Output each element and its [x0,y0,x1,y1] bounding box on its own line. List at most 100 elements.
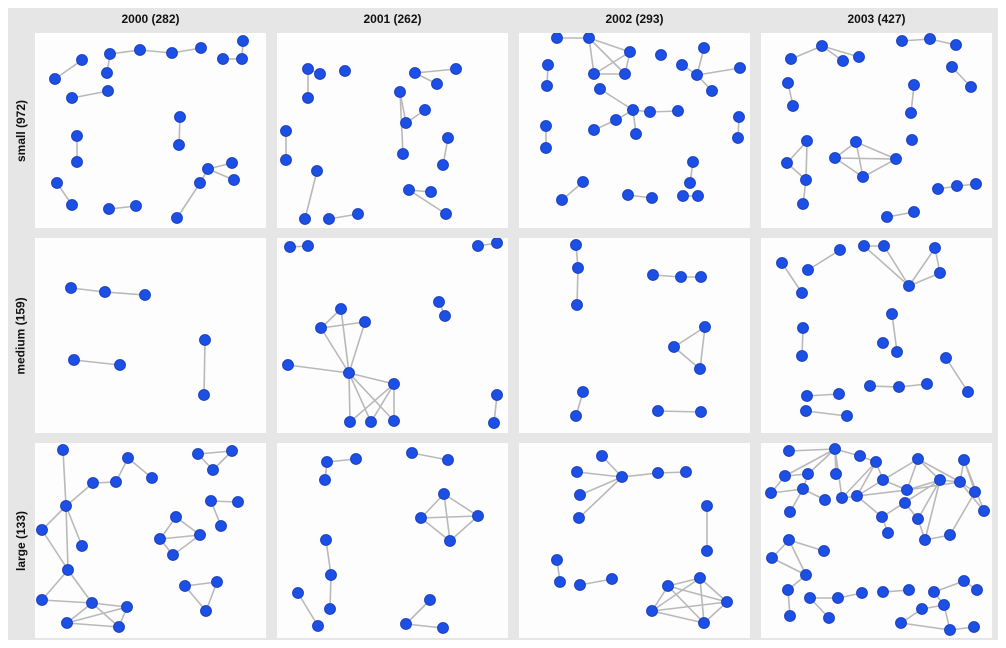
graph-node[interactable] [878,240,890,252]
graph-node[interactable] [782,77,794,89]
graph-node[interactable] [170,511,182,523]
graph-node[interactable] [646,192,658,204]
graph-node[interactable] [574,489,586,501]
graph-node[interactable] [912,453,924,465]
graph-node[interactable] [616,471,628,483]
graph-node[interactable] [946,61,958,73]
graph-node[interactable] [928,586,940,598]
graph-node[interactable] [491,389,503,401]
graph-node[interactable] [424,594,436,606]
graph-node[interactable] [938,599,950,611]
graph-node[interactable] [841,410,853,422]
graph-node[interactable] [226,157,238,169]
graph-node[interactable] [781,157,793,169]
graph-node[interactable] [890,153,902,165]
graph-node[interactable] [934,267,946,279]
graph-node[interactable] [950,39,962,51]
graph-node[interactable] [419,104,431,116]
graph-node[interactable] [556,194,568,206]
graph-node[interactable] [877,474,889,486]
graph-node[interactable] [951,180,963,192]
graph-node[interactable] [891,346,903,358]
graph-node[interactable] [431,78,443,90]
graph-node[interactable] [695,271,707,283]
graph-node[interactable] [676,59,688,71]
graph-node[interactable] [796,350,808,362]
graph-node[interactable] [857,171,869,183]
graph-node[interactable] [796,287,808,299]
graph-node[interactable] [800,174,812,186]
graph-node[interactable] [444,535,456,547]
graph-node[interactable] [969,486,981,498]
graph-node[interactable] [205,495,217,507]
graph-node[interactable] [66,92,78,104]
graph-node[interactable] [886,308,898,320]
graph-node[interactable] [202,163,214,175]
graph-node[interactable] [406,447,418,459]
graph-node[interactable] [409,67,421,79]
graph-node[interactable] [438,488,450,500]
graph-node[interactable] [114,359,126,371]
graph-node[interactable] [906,134,918,146]
graph-node[interactable] [388,378,400,390]
graph-node[interactable] [970,178,982,190]
graph-node[interactable] [110,476,122,488]
graph-node[interactable] [284,241,296,253]
graph-node[interactable] [899,497,911,509]
graph-node[interactable] [194,177,206,189]
graph-node[interactable] [797,322,809,334]
graph-node[interactable] [61,617,73,629]
graph-node[interactable] [765,487,777,499]
graph-node[interactable] [139,289,151,301]
graph-node[interactable] [570,410,582,422]
graph-node[interactable] [344,416,356,428]
graph-node[interactable] [68,354,80,366]
graph-node[interactable] [122,452,134,464]
graph-node[interactable] [694,572,706,584]
graph-node[interactable] [450,63,462,75]
graph-node[interactable] [146,472,158,484]
graph-node[interactable] [472,240,484,252]
graph-node[interactable] [606,573,618,585]
graph-node[interactable] [622,189,634,201]
graph-node[interactable] [668,341,680,353]
graph-node[interactable] [101,67,113,79]
graph-node[interactable] [596,450,608,462]
graph-node[interactable] [797,198,809,210]
graph-node[interactable] [572,262,584,274]
graph-node[interactable] [86,597,98,609]
graph-node[interactable] [932,183,944,195]
graph-node[interactable] [787,100,799,112]
graph-node[interactable] [698,42,710,54]
graph-node[interactable] [236,53,248,65]
graph-node[interactable] [195,42,207,54]
graph-node[interactable] [895,617,907,629]
graph-node[interactable] [194,529,206,541]
graph-node[interactable] [646,605,658,617]
graph-node[interactable] [766,552,778,564]
graph-node[interactable] [400,117,412,129]
graph-node[interactable] [893,381,905,393]
graph-node[interactable] [442,454,454,466]
graph-node[interactable] [929,242,941,254]
graph-node[interactable] [652,467,664,479]
graph-node[interactable] [198,389,210,401]
graph-node[interactable] [36,594,48,606]
graph-node[interactable] [415,512,427,524]
graph-node[interactable] [801,390,813,402]
graph-node[interactable] [881,211,893,223]
graph-node[interactable] [174,111,186,123]
graph-node[interactable] [978,505,990,517]
graph-node[interactable] [800,569,812,581]
graph-node[interactable] [551,33,563,44]
graph-node[interactable] [570,239,582,251]
graph-node[interactable] [583,33,595,44]
graph-node[interactable] [958,575,970,587]
graph-node[interactable] [818,545,830,557]
graph-node[interactable] [154,533,166,545]
graph-node[interactable] [57,444,69,456]
graph-node[interactable] [554,576,566,588]
graph-node[interactable] [610,114,622,126]
graph-node[interactable] [49,73,61,85]
graph-node[interactable] [619,68,631,80]
